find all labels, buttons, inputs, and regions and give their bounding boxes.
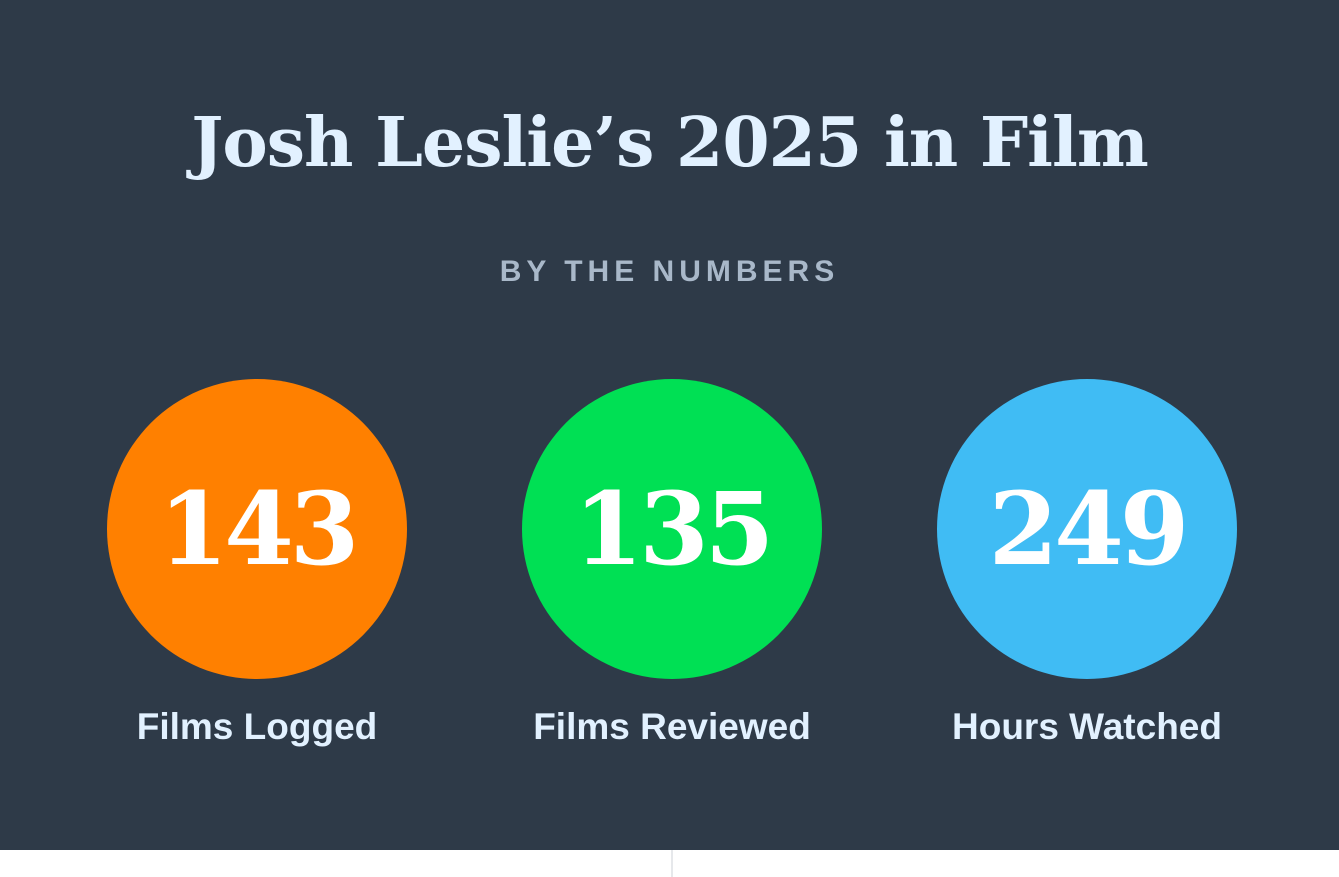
section-subtitle: BY THE NUMBERS — [499, 255, 840, 288]
year-in-review-panel: Josh Leslie’s 2025 in Film BY THE NUMBER… — [0, 0, 1339, 850]
stat-films-reviewed: 135 Films Reviewed — [522, 379, 822, 747]
stat-films-logged: 143 Films Logged — [107, 379, 407, 747]
stat-label: Films Logged — [136, 706, 378, 747]
stat-value: 249 — [988, 470, 1190, 588]
stat-circle: 249 — [937, 379, 1237, 679]
column-divider — [671, 850, 673, 877]
stat-circle: 143 — [107, 379, 407, 679]
stat-label: Hours Watched — [952, 706, 1222, 747]
stat-value: 135 — [573, 470, 775, 588]
stat-hours-watched: 249 Hours Watched — [937, 379, 1237, 747]
page-title: Josh Leslie’s 2025 in Film — [191, 103, 1149, 183]
stat-value: 143 — [158, 470, 360, 588]
stat-label: Films Reviewed — [533, 706, 811, 747]
stat-circle: 135 — [522, 379, 822, 679]
